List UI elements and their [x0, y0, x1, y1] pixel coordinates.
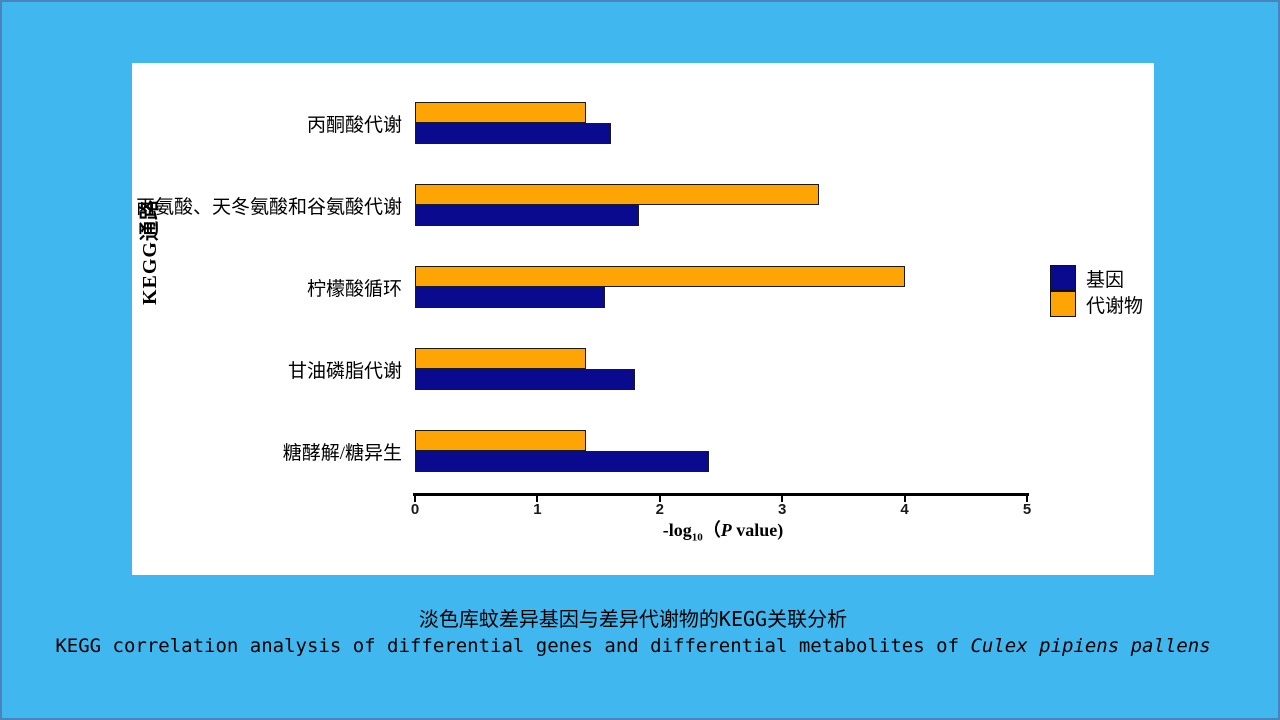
- chart-panel: KEGG通路 丙酮酸代谢 丙氨酸、天冬氨酸和谷氨酸代谢 柠檬酸循环 甘油磷脂代谢 糖酵解…: [132, 63, 1154, 575]
- legend-swatch: [1050, 291, 1076, 317]
- x-axis-tick-label: 5: [1022, 501, 1032, 518]
- x-axis-tick: [781, 493, 784, 502]
- category-label: 柠檬酸循环: [306, 278, 402, 300]
- bar-metabolite: [415, 348, 587, 369]
- legend-item: 基因: [1050, 265, 1143, 291]
- legend-swatch: [1050, 265, 1076, 291]
- x-axis-title-rest: value): [731, 520, 784, 540]
- bar-metabolite: [415, 184, 819, 205]
- caption-species-name: Culex pipiens pallens: [970, 635, 1211, 657]
- x-axis-tick: [903, 493, 906, 502]
- figure-caption: 淡色库蚊差异基因与差异代谢物的KEGG关联分析 KEGG correlation…: [2, 606, 1264, 660]
- bar-metabolite: [415, 430, 587, 451]
- x-axis-tick: [414, 493, 416, 502]
- caption-english-text: KEGG correlation analysis of differentia…: [55, 635, 971, 657]
- bar-gene: [415, 123, 611, 144]
- x-axis-title-prefix: -log: [662, 520, 692, 540]
- caption-english: KEGG correlation analysis of differentia…: [2, 633, 1264, 660]
- legend: 基因 代谢物: [1050, 265, 1143, 317]
- legend-label: 基因: [1086, 269, 1125, 291]
- legend-label: 代谢物: [1086, 295, 1144, 317]
- caption-chinese: 淡色库蚊差异基因与差异代谢物的KEGG关联分析: [418, 607, 848, 631]
- x-axis-title-subscript: 10: [691, 531, 703, 544]
- bar-gene: [415, 287, 605, 308]
- bar-gene: [415, 205, 639, 226]
- x-axis-tick-label: 2: [655, 501, 664, 518]
- x-axis-tick: [658, 493, 661, 502]
- x-axis-tick: [536, 493, 539, 502]
- x-axis-line: [413, 493, 1029, 496]
- category-label: 丙酮酸代谢: [306, 114, 402, 136]
- x-axis-tick-label: 3: [778, 501, 787, 518]
- x-axis-title: -log10（P value): [415, 516, 1031, 544]
- bar-metabolite: [415, 102, 587, 123]
- x-axis-title-pvalue-p: P: [720, 520, 732, 540]
- x-axis-tick-label: 4: [900, 501, 909, 518]
- bar-gene: [415, 451, 709, 472]
- legend-item: 代谢物: [1050, 291, 1143, 317]
- x-axis-title-paren: （: [702, 520, 721, 540]
- bar-gene: [415, 369, 636, 390]
- x-axis-tick-label: 1: [533, 501, 542, 518]
- category-label: 糖酵解/糖异生: [282, 442, 402, 464]
- x-axis-tick-label: 0: [410, 501, 420, 518]
- category-label: 丙氨酸、天冬氨酸和谷氨酸代谢: [135, 196, 402, 218]
- bar-metabolite: [415, 266, 905, 287]
- category-label: 甘油磷脂代谢: [287, 360, 402, 382]
- x-axis-tick: [1026, 493, 1028, 502]
